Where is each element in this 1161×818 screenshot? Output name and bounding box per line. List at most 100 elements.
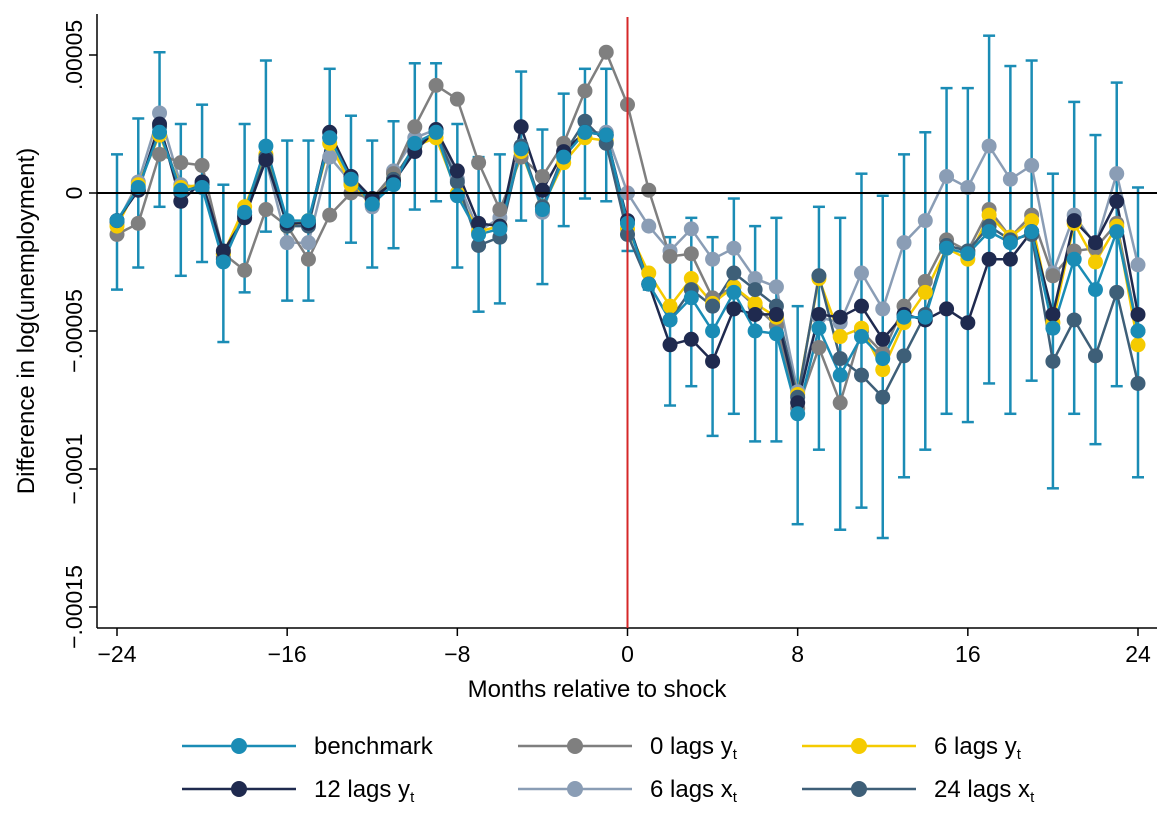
data-point — [598, 127, 614, 143]
data-point — [534, 202, 550, 218]
legend-item: benchmark — [182, 733, 434, 760]
legend-item: 12 lags yt — [182, 776, 415, 806]
data-point — [705, 251, 721, 267]
data-point — [300, 213, 316, 229]
data-point — [683, 290, 699, 306]
data-point — [130, 179, 146, 195]
x-tick-label: −24 — [97, 641, 136, 667]
data-point — [471, 237, 487, 253]
y-tick-label: .00005 — [61, 20, 87, 90]
data-point — [428, 124, 444, 140]
data-point — [705, 353, 721, 369]
data-point — [875, 389, 891, 405]
data-point — [300, 251, 316, 267]
data-point — [960, 315, 976, 331]
data-point — [641, 218, 657, 234]
legend-label: 0 lags yt — [650, 733, 738, 763]
data-point — [152, 105, 168, 121]
data-point — [768, 279, 784, 295]
data-point — [790, 395, 806, 411]
legend-swatch-marker — [231, 738, 247, 754]
data-point — [1130, 306, 1146, 322]
data-point — [1130, 375, 1146, 391]
data-point — [1024, 213, 1040, 229]
data-point — [386, 177, 402, 193]
data-point — [875, 362, 891, 378]
data-point — [322, 207, 338, 223]
data-point — [1002, 235, 1018, 251]
x-tick-label: 16 — [955, 641, 981, 667]
data-point — [1130, 323, 1146, 339]
data-point — [981, 138, 997, 154]
data-point — [1066, 213, 1082, 229]
y-tick-label: −.0001 — [61, 434, 87, 505]
legend-swatch-marker — [567, 738, 583, 754]
data-point — [832, 329, 848, 345]
data-point — [917, 213, 933, 229]
data-point — [1087, 282, 1103, 298]
data-point — [747, 282, 763, 298]
data-point — [471, 215, 487, 231]
legend-swatch-marker — [851, 781, 867, 797]
data-point — [641, 276, 657, 292]
data-point — [1109, 284, 1125, 300]
data-point — [768, 306, 784, 322]
data-point — [705, 298, 721, 314]
data-point — [683, 221, 699, 237]
data-point — [896, 348, 912, 364]
data-point — [577, 83, 593, 99]
legend-label: benchmark — [314, 733, 434, 760]
data-point — [641, 182, 657, 198]
data-point — [1109, 224, 1125, 240]
data-point — [683, 271, 699, 287]
legend-item: 6 lags xt — [518, 776, 738, 806]
data-point — [811, 268, 827, 284]
legend-label: 24 lags xt — [934, 776, 1035, 806]
axes: −24 −16 −8 0 8 16 24 −.00015 −.0001 −.00005 0 .0000… — [61, 14, 1157, 667]
legend-swatch-marker — [851, 738, 867, 754]
data-point — [790, 406, 806, 422]
data-point — [1087, 235, 1103, 251]
data-point — [832, 367, 848, 383]
legend: benchmark 0 lags yt 6 lags yt 12 lags yt 6 l… — [182, 733, 1035, 806]
data-point — [492, 221, 508, 237]
data-point — [853, 298, 869, 314]
data-point — [1109, 166, 1125, 182]
data-point — [364, 196, 380, 212]
data-point — [875, 351, 891, 367]
data-point — [917, 273, 933, 289]
data-point — [917, 309, 933, 325]
data-point — [534, 168, 550, 184]
data-point — [1087, 254, 1103, 270]
y-axis-title: Difference in log(unemployment) — [13, 148, 40, 494]
legend-label: 6 lags yt — [934, 733, 1022, 763]
data-point — [726, 301, 742, 317]
data-point — [322, 149, 338, 165]
legend-item: 0 lags yt — [518, 733, 738, 763]
data-point — [449, 174, 465, 190]
data-point — [981, 207, 997, 223]
x-tick-label: 0 — [621, 641, 634, 667]
data-point — [300, 235, 316, 251]
data-point — [237, 262, 253, 278]
data-point — [173, 182, 189, 198]
data-point — [726, 240, 742, 256]
data-point — [173, 193, 189, 209]
data-point — [1045, 320, 1061, 336]
data-point — [1002, 171, 1018, 187]
y-tick-label: −.00015 — [61, 565, 87, 649]
data-point — [832, 351, 848, 367]
data-point — [726, 265, 742, 281]
data-point — [577, 124, 593, 140]
data-point — [832, 395, 848, 411]
data-point — [662, 298, 678, 314]
data-point — [215, 254, 231, 270]
data-point — [1024, 157, 1040, 173]
data-point — [279, 235, 295, 251]
data-point — [747, 306, 763, 322]
data-point — [875, 331, 891, 347]
data-point — [194, 179, 210, 195]
x-tick-label: 24 — [1125, 641, 1151, 667]
data-point — [641, 265, 657, 281]
